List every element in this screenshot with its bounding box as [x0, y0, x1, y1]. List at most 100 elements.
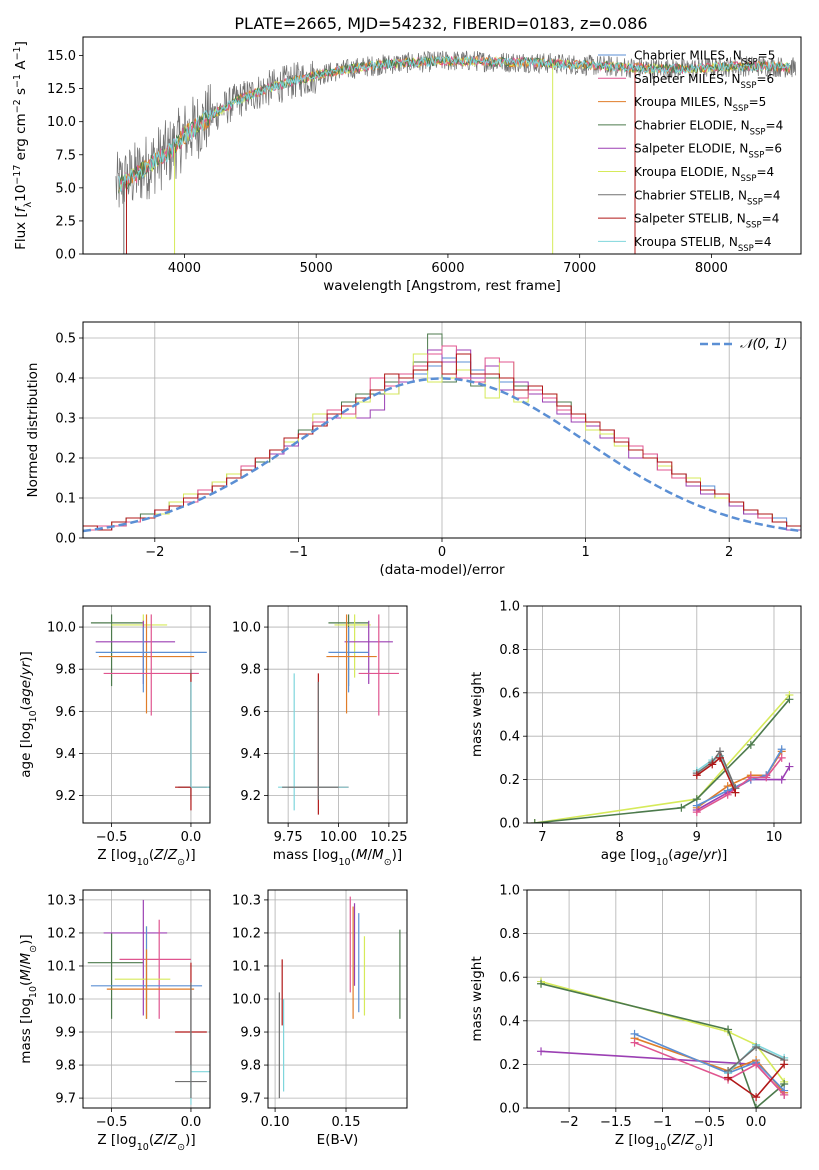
x-axis-label: wavelength [Angstrom, rest frame]	[323, 278, 561, 294]
x-axis-label: (data-model)/error	[379, 562, 505, 578]
weight-point-marker	[746, 740, 755, 749]
weight-series-line	[634, 1033, 785, 1092]
errorbar	[190, 681, 210, 788]
label-part: 10	[656, 857, 668, 868]
legend-text-part: =4	[762, 212, 780, 226]
weight-point-marker	[630, 1029, 639, 1038]
errorbar	[106, 949, 195, 1019]
figure-title: PLATE=2665, MJD=54232, FIBERID=0183, z=0…	[234, 14, 647, 33]
legend-text-part: SSP	[738, 244, 754, 254]
label-part: (	[149, 1132, 154, 1148]
y-tick-label: 1.0	[499, 884, 520, 899]
legend-text-part: Kroupa MILES, N	[634, 95, 733, 109]
label-part: 10	[137, 1142, 149, 1153]
weight-series-line	[540, 982, 785, 1108]
y-tick-label: 9.4	[240, 747, 261, 762]
weight-point-marker	[692, 808, 701, 817]
y-tick-label: 0.2	[499, 1058, 520, 1073]
y-tick-label: 9.2	[55, 789, 76, 804]
y-tick-label: 9.8	[240, 1059, 261, 1074]
label-part: M	[18, 969, 34, 981]
y-axis-label: mass weight	[469, 956, 485, 1041]
label-part: Z [log	[97, 1132, 136, 1148]
label-part: Z	[153, 847, 164, 863]
y-tick-label: 10.2	[47, 926, 76, 941]
label-part: −2	[12, 99, 23, 113]
errorbar	[178, 669, 210, 800]
weight-point-marker	[677, 803, 686, 812]
weight-point-marker	[785, 695, 794, 704]
errorbar	[119, 919, 191, 1019]
y-tick-label: 7.5	[55, 148, 76, 163]
legend-text-part: SSP	[741, 81, 757, 91]
y-tick-label: 15.0	[47, 49, 76, 64]
mass_vs_ebv-errorbars	[278, 896, 401, 1099]
weight-point-marker	[752, 1093, 761, 1102]
label-part: age [log	[601, 847, 656, 863]
y-tick-label: 0.8	[499, 643, 520, 658]
y-tick-label: 0.6	[499, 686, 520, 701]
label-part: A	[13, 60, 29, 74]
label-part: ⊙	[177, 1142, 185, 1153]
x-tick-label: −1	[289, 545, 308, 560]
y-tick-label: 10.0	[232, 621, 261, 636]
y-tick-label: 10.1	[232, 959, 261, 974]
x-tick-label: 0.0	[181, 830, 202, 845]
y-tick-label: 9.2	[240, 789, 261, 804]
legend-text-part: Kroupa STELIB, N	[634, 235, 738, 249]
label-part: (	[18, 705, 34, 710]
label-part: /	[18, 675, 34, 680]
label-part: Z [log	[97, 847, 136, 863]
y-tick-label: 9.8	[55, 663, 76, 678]
legend-text-part: Salpeter MILES, N	[634, 72, 741, 86]
weight-point-marker	[537, 979, 546, 988]
weight-point-marker	[777, 745, 786, 754]
label-part: Z	[167, 847, 178, 863]
mass_vs_ebv-axes: 0.10 0.15 9.7 9.8 9.9 10.0 10.1 10.2 10.3	[232, 890, 407, 1130]
legend-text-part: SSP	[748, 151, 764, 161]
legend-entry-text: Kroupa STELIB, NSSP=4	[634, 235, 772, 254]
label-part: (	[666, 1132, 671, 1148]
y-tick-label: 9.8	[240, 663, 261, 678]
legend-text-part: Chabrier ELODIE, N	[634, 118, 750, 132]
weight-series-line	[534, 694, 790, 823]
y-axis-label: Normed distribution	[25, 363, 41, 498]
y-tick-label: 0.1	[55, 492, 76, 507]
weight-point-marker	[630, 1038, 639, 1047]
normal-curve-line	[83, 377, 801, 533]
errorbar	[103, 614, 199, 716]
mass_vs_Z-errorbars	[87, 899, 210, 1105]
spectrum-frame	[82, 36, 802, 255]
legend-text-part: =5	[749, 95, 767, 109]
y-tick-label: 10.2	[232, 926, 261, 941]
y-tick-label: 0.0	[499, 1102, 520, 1117]
label-part: )]	[18, 934, 34, 945]
age_vs_Z-axes: −0.5 0.0 9.2 9.4 9.6 9.8 10.0	[47, 606, 210, 845]
mass_vs_ebv-frame	[267, 889, 408, 1109]
label-part: ⊙	[177, 857, 185, 868]
label-part: age	[673, 847, 698, 863]
y-tick-label: 0.2	[499, 773, 520, 788]
legend-text-part: Chabrier STELIB, N	[634, 188, 747, 202]
x-tick-label: 2	[725, 545, 733, 560]
weight-point-marker	[537, 1047, 546, 1056]
x-axis-label: age [log10(age/yr)]	[601, 847, 727, 868]
legend-text-part: =4	[763, 188, 781, 202]
weight_vs_Z-axes: −2 −1.5 −1 −0.5 0.0 0.0 0.2 0.4 0.6 0.8 1.0	[499, 884, 801, 1130]
y-tick-label: 0.6	[499, 971, 520, 986]
label-part: 10	[654, 1142, 666, 1153]
y-tick-label: 0.5	[55, 332, 76, 347]
label-part: ⊙	[384, 857, 392, 868]
y-tick-label: 9.6	[55, 705, 76, 720]
x-tick-label: 0.15	[332, 1115, 361, 1130]
y-tick-label: 0.3	[55, 412, 76, 427]
model-spectrum-line	[118, 55, 791, 193]
legend-entry-text: Kroupa MILES, NSSP=5	[634, 95, 766, 114]
x-tick-label: 1	[581, 545, 589, 560]
weight-point-marker	[708, 760, 717, 769]
x-tick-label: 9.75	[274, 830, 303, 845]
y-tick-label: 0.0	[499, 817, 520, 832]
label-part: (	[149, 847, 154, 863]
residuals-axes: −2 −1 0 1 2 0.0 0.1 0.2 0.3 0.4 0.5	[55, 322, 801, 560]
y-tick-label: 9.6	[240, 705, 261, 720]
